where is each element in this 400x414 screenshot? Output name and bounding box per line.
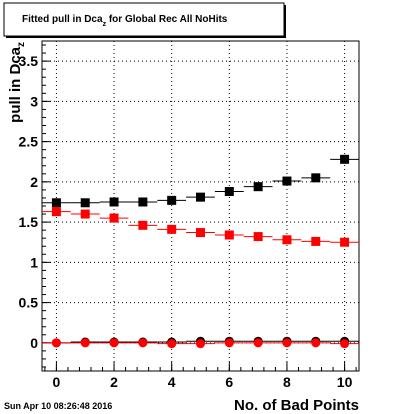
x-tick-label: 2 <box>110 374 118 390</box>
data-point-circle <box>109 338 119 348</box>
data-point-square <box>311 236 321 246</box>
timestamp: Sun Apr 10 08:26:48 2016 <box>4 401 112 411</box>
data-point-square <box>253 182 263 192</box>
data-point-square <box>224 187 234 197</box>
x-tick-label: 10 <box>337 374 353 390</box>
title-box-shadow-bottom <box>6 36 284 38</box>
grid <box>42 41 359 371</box>
data-point-circle <box>138 338 148 348</box>
data-point-square <box>253 232 263 242</box>
data-point-circle <box>311 338 321 348</box>
y-tick-label: 1.5 <box>19 214 39 230</box>
x-tick-label: 4 <box>168 374 176 390</box>
data-point-circle <box>167 339 177 349</box>
chart-title-rest: for Global Rec All NoHits <box>106 14 228 25</box>
axes: 0 2 4 6 8 10 0 0.5 1 1.5 2 2.5 3 3.5 <box>19 44 357 390</box>
data-point-circle <box>196 339 205 349</box>
data-point-square <box>224 230 234 240</box>
data-point-square <box>109 213 119 223</box>
data-point-circle <box>253 338 263 348</box>
x-tick-label: 6 <box>225 374 233 390</box>
title-box <box>3 2 285 37</box>
y-axis-label-main: pull in Dca <box>7 46 24 123</box>
x-tick-label: 8 <box>283 374 291 390</box>
x-axis-label: No. of Bad Points <box>234 397 359 414</box>
data-point-square <box>340 154 350 164</box>
chart-title: Fitted pull in Dcaz for Global Rec All N… <box>22 14 228 28</box>
data-point-square <box>167 195 177 205</box>
data-point-square <box>138 220 148 230</box>
data-point-circle <box>224 338 234 348</box>
data-point-circle <box>282 338 292 348</box>
data-point-square <box>282 235 292 245</box>
y-tick-label: 3 <box>30 93 38 109</box>
y-axis-label: pull in Dcaz <box>7 42 27 123</box>
data-point-square <box>196 192 205 202</box>
data-point-square <box>80 209 90 219</box>
data-point-square <box>311 173 321 183</box>
chart-title-subscript: z <box>103 21 107 28</box>
y-tick-label: 1 <box>30 254 38 270</box>
data-point-square <box>80 198 90 208</box>
y-tick-label: 0.5 <box>19 295 39 311</box>
data-point-square <box>138 197 148 207</box>
data-point-square <box>340 237 350 247</box>
y-tick-label: 3.5 <box>19 53 39 69</box>
data-point-square <box>167 224 177 234</box>
data-point-circle <box>340 339 350 349</box>
data-point-circle <box>80 338 90 348</box>
title-box-shadow-right <box>284 5 286 38</box>
y-tick-label: 2 <box>30 174 38 190</box>
chart-title-main: Fitted pull in Dca <box>22 14 103 25</box>
data-point-circle <box>51 338 61 348</box>
data-point-square <box>51 207 61 217</box>
data-point-square <box>196 228 205 238</box>
y-tick-label: 0 <box>30 335 38 351</box>
data-point-square <box>109 197 119 207</box>
data-point-square <box>282 176 292 186</box>
y-tick-label: 2.5 <box>19 134 39 150</box>
data-marks <box>42 154 359 349</box>
y-axis-label-subscript: z <box>16 42 27 47</box>
x-tick-label: 0 <box>53 374 61 390</box>
data-point-square <box>51 198 61 208</box>
